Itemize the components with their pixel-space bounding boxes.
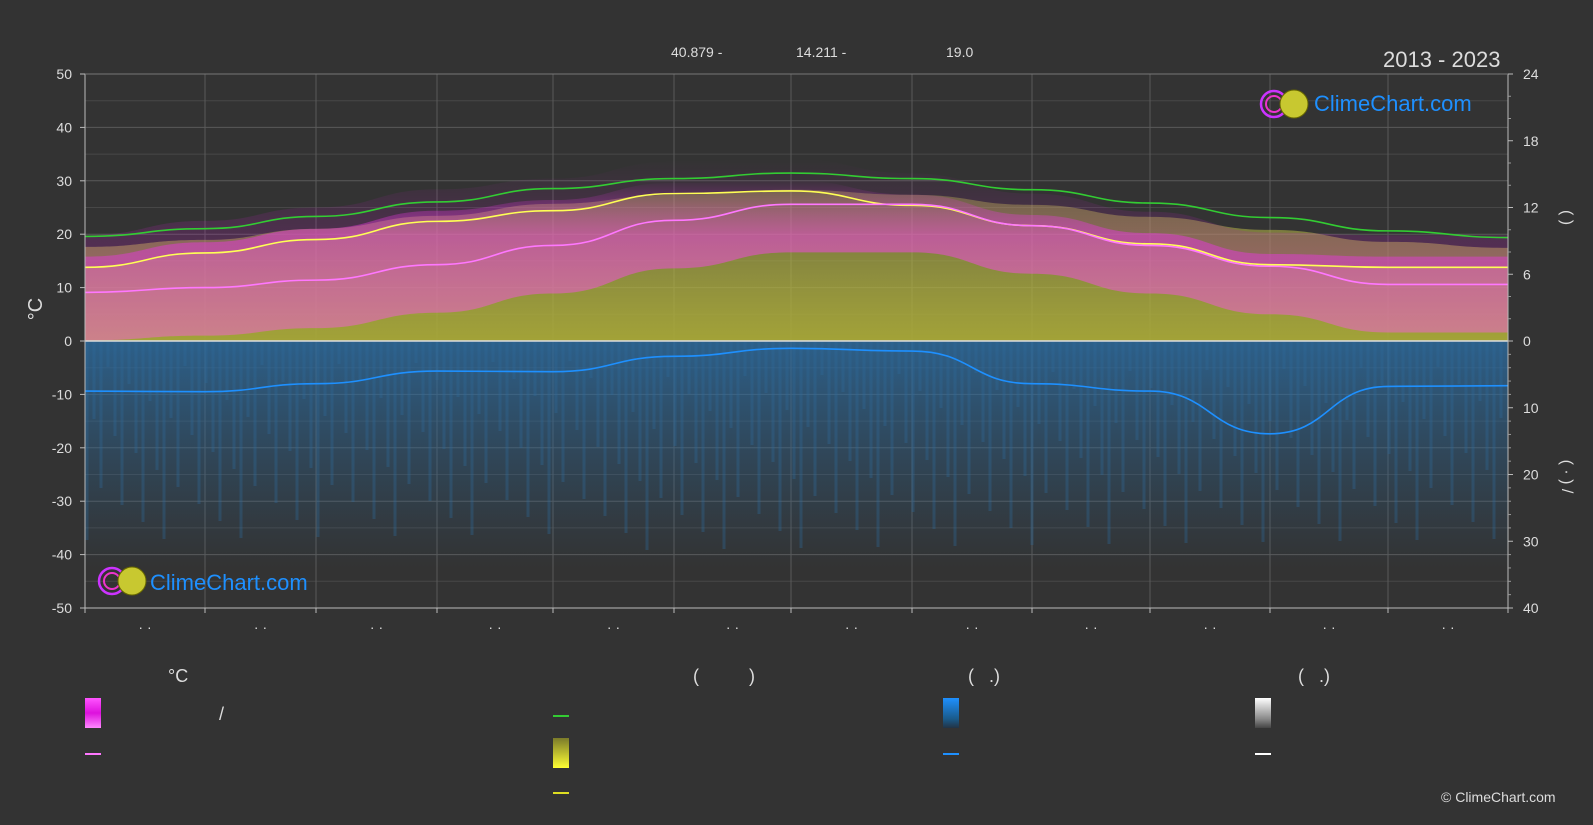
brand-name-top: ClimeChart.com	[1314, 91, 1472, 116]
brand-name-bottom: ClimeChart.com	[150, 570, 308, 595]
legend-sun-heading: ( )	[693, 666, 755, 686]
legend-temp-mean-line	[85, 753, 101, 755]
month-label: · ·	[965, 619, 978, 635]
right-top-tick-label: 12	[1523, 200, 1539, 216]
brand-logo-bottom: ClimeChart.com	[96, 565, 341, 597]
left-tick-label: 20	[56, 226, 72, 242]
month-label: · ·	[845, 619, 858, 635]
left-tick-label: -50	[52, 600, 72, 616]
temperature-extreme-band	[85, 158, 1508, 268]
legend-sunshine-line	[553, 792, 569, 794]
legend-rain-heading: ( .)	[968, 666, 1000, 686]
left-tick-label: -10	[52, 386, 72, 402]
precipitation-band	[85, 341, 1508, 568]
temp_max-line	[84, 190, 1508, 269]
month-label: · ·	[726, 619, 739, 635]
month-label: · ·	[607, 619, 620, 635]
month-label: · ·	[138, 619, 151, 635]
left-tick-label: -40	[52, 547, 72, 563]
right-top-axis-label: ( )	[1558, 210, 1575, 225]
left-tick-label: 10	[56, 280, 72, 296]
axes: 50 40 30 20 10 0 -10 -20 -30 -40 -50 °C 24 18 12 6 0 10 20…	[25, 66, 1575, 635]
right-bottom-tick-label: 20	[1523, 467, 1539, 483]
legend-sunshine-swatch	[553, 738, 569, 768]
legend-temp-heading: °C	[168, 666, 189, 686]
temp_mean-line	[84, 203, 1508, 294]
climechart-logo-icon	[1259, 89, 1309, 119]
precip-line	[84, 347, 1509, 435]
legend-rain-line	[943, 753, 959, 755]
right-bottom-tick-label: 10	[1523, 400, 1539, 416]
left-tick-label: -20	[52, 440, 72, 456]
left-tick-label: 50	[56, 66, 72, 82]
month-label: · ·	[254, 619, 267, 635]
left-tick-label: -30	[52, 493, 72, 509]
legend-temp-range-swatch	[85, 698, 101, 728]
legend-snow-line	[1255, 753, 1271, 755]
right-top-tick-label: 0	[1523, 333, 1531, 349]
legend-daylight-line	[553, 715, 569, 717]
left-axis-label: °C	[25, 298, 47, 320]
data-bands	[85, 158, 1508, 568]
right-bottom-axis-label: ( · ) /	[1558, 460, 1575, 494]
data-lines	[84, 172, 1509, 435]
right-bottom-tick-label: 30	[1523, 533, 1539, 549]
month-label: · ·	[1203, 619, 1216, 635]
left-tick-label: 30	[56, 173, 72, 189]
legend-snow-swatch	[1255, 698, 1271, 728]
left-tick-label: 0	[64, 333, 72, 349]
month-label: · ·	[370, 619, 383, 635]
years-range: 2013 - 2023	[1383, 47, 1501, 72]
legend-rain-swatch	[943, 698, 959, 728]
left-tick-label: 40	[56, 119, 72, 135]
climechart-logo-icon	[97, 566, 147, 596]
month-label: · ·	[1084, 619, 1097, 635]
legend-snow-heading: ( .)	[1298, 666, 1330, 686]
coords-lat: 40.879 -	[671, 44, 723, 60]
daylight-line	[84, 172, 1509, 239]
month-label: · ·	[1322, 619, 1335, 635]
right-top-tick-label: 18	[1523, 133, 1539, 149]
climate-chart: 50 40 30 20 10 0 -10 -20 -30 -40 -50 °C 24 18 12 6 0 10 20…	[25, 66, 1575, 635]
right-top-tick-label: 24	[1523, 66, 1539, 82]
month-label: · ·	[488, 619, 501, 635]
right-top-tick-label: 6	[1523, 266, 1531, 282]
copyright: © ClimeChart.com	[1441, 789, 1556, 805]
month-label: · ·	[1441, 619, 1454, 635]
coords-lon: 14.211 -	[796, 44, 847, 60]
elevation: 19.0	[946, 44, 974, 60]
right-bottom-tick-label: 40	[1523, 600, 1539, 616]
brand-logo-top: ClimeChart.com	[1258, 88, 1503, 120]
legend-temp-range-sep: /	[219, 704, 225, 724]
